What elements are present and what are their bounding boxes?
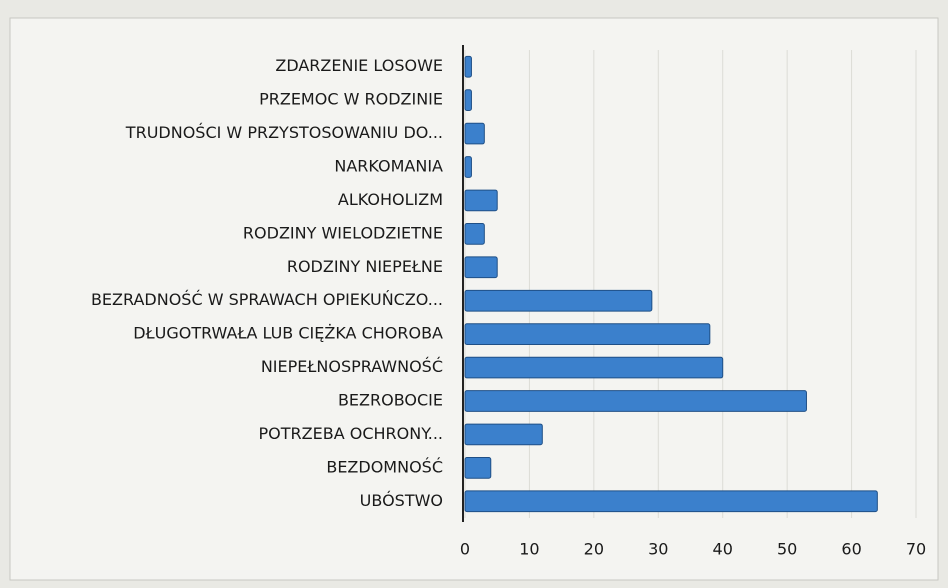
bar: [464, 289, 653, 312]
y-tick-label: BEZROBOCIE: [338, 391, 443, 410]
y-tick-label: POTRZEBA OCHRONY...: [259, 424, 443, 443]
y-tick-label: NIEPEŁNOSPRAWNOŚĆ: [261, 357, 443, 376]
bar: [464, 222, 485, 245]
x-tick-label: 60: [841, 540, 861, 559]
x-tick-label: 30: [648, 540, 668, 559]
y-tick-label: ALKOHOLIZM: [338, 190, 443, 209]
y-tick-label: TRUDNOŚCI W PRZYSTOSOWANIU DO...: [125, 123, 443, 142]
bar: [464, 256, 498, 279]
bar: [464, 323, 711, 346]
x-tick-label: 70: [906, 540, 926, 559]
y-tick-label: PRZEMOC W RODZINIE: [259, 90, 443, 109]
x-tick-label: 20: [584, 540, 604, 559]
y-tick-label: BEZDOMNOŚĆ: [326, 457, 443, 476]
x-tick-label: 0: [460, 540, 470, 559]
bar: [464, 89, 472, 112]
bar: [464, 390, 807, 412]
bar: [464, 490, 878, 513]
y-tick-label: RODZINY WIELODZIETNE: [243, 223, 443, 242]
x-tick-label: 40: [713, 540, 733, 559]
y-tick-label: UBÓSTWO: [360, 491, 443, 510]
bar: [464, 423, 543, 446]
bar: [464, 456, 492, 479]
y-tick-label: RODZINY NIEPEŁNE: [287, 257, 443, 276]
y-tick-label: ZDARZENIE LOSOWE: [275, 56, 443, 75]
y-tick-label: BEZRADNOŚĆ W SPRAWACH OPIEKUŃCZO...: [91, 290, 443, 309]
bar: [464, 156, 472, 178]
bar: [464, 55, 472, 78]
y-tick-label: DŁUGOTRWAŁA LUB CIĘŻKA CHOROBA: [133, 324, 443, 343]
bar: [464, 356, 724, 379]
x-tick-label: 10: [519, 540, 539, 559]
y-tick-label: NARKOMANIA: [334, 157, 443, 176]
bar: [464, 189, 498, 212]
x-tick-label: 50: [777, 540, 797, 559]
bar: [464, 122, 485, 145]
